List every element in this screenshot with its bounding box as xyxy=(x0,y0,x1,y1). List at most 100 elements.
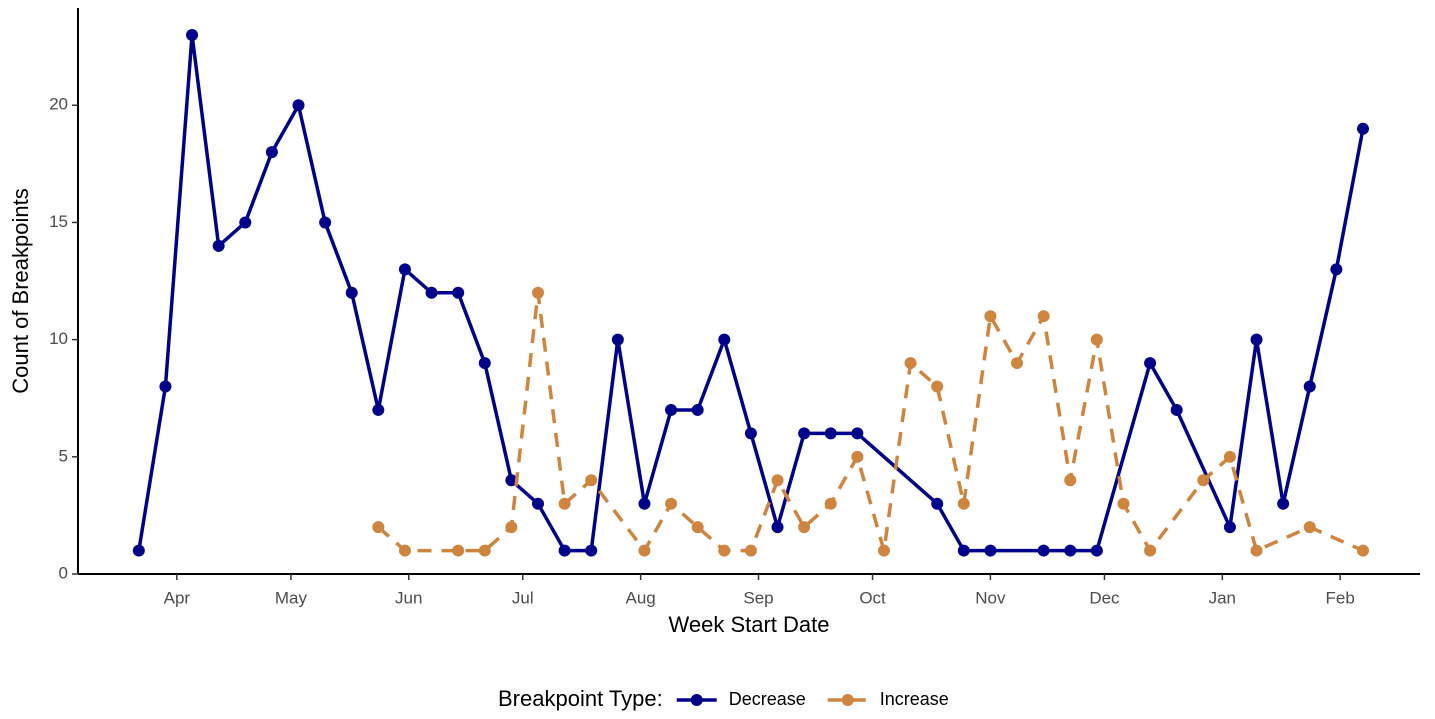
data-point xyxy=(851,450,864,463)
legend-key-point xyxy=(690,694,703,706)
data-point xyxy=(611,333,624,346)
data-point xyxy=(372,521,385,534)
data-point xyxy=(984,310,997,323)
y-axis-title: Count of Breakpoints xyxy=(8,188,33,393)
data-point xyxy=(452,286,465,299)
data-point xyxy=(1090,333,1103,346)
data-point xyxy=(398,263,411,276)
series-line xyxy=(137,33,1365,553)
data-point xyxy=(1064,544,1077,557)
data-point xyxy=(585,544,598,557)
data-point xyxy=(292,99,305,112)
y-tick-label: 20 xyxy=(49,95,68,114)
data-point xyxy=(1223,521,1236,534)
data-point xyxy=(877,544,890,557)
data-point xyxy=(452,544,465,557)
x-tick-label: Sep xyxy=(743,588,773,607)
data-point xyxy=(1356,544,1369,557)
data-point xyxy=(851,427,864,440)
data-point xyxy=(1303,380,1316,393)
data-point xyxy=(425,286,438,299)
data-point xyxy=(372,403,385,416)
data-point xyxy=(532,497,545,510)
data-point xyxy=(638,544,651,557)
data-point xyxy=(132,544,145,557)
data-point xyxy=(585,474,598,487)
y-tick-label: 15 xyxy=(49,212,68,231)
data-point xyxy=(319,216,332,229)
data-point xyxy=(1170,403,1183,416)
data-point xyxy=(186,28,199,41)
data-point xyxy=(718,333,731,346)
legend-label: Increase xyxy=(880,689,949,709)
data-point xyxy=(824,497,837,510)
data-point xyxy=(1144,357,1157,370)
data-point xyxy=(931,380,944,393)
data-point xyxy=(1356,122,1369,135)
data-point xyxy=(957,497,970,510)
data-point xyxy=(798,427,811,440)
legend-label: Decrease xyxy=(729,689,806,709)
data-point xyxy=(904,357,917,370)
x-tick-label: Jun xyxy=(395,588,422,607)
data-point xyxy=(1117,497,1130,510)
x-tick-label: Oct xyxy=(859,588,886,607)
data-point xyxy=(159,380,172,393)
x-tick-label: May xyxy=(275,588,308,607)
data-point xyxy=(638,497,651,510)
data-point xyxy=(957,544,970,557)
data-point xyxy=(771,474,784,487)
data-point xyxy=(239,216,252,229)
legend-title: Breakpoint Type: xyxy=(498,686,663,711)
data-point xyxy=(665,403,678,416)
data-point xyxy=(1250,333,1263,346)
data-point xyxy=(824,427,837,440)
data-point xyxy=(1330,263,1343,276)
data-point xyxy=(1303,521,1316,534)
x-tick-label: Aug xyxy=(626,588,656,607)
data-point xyxy=(505,521,518,534)
data-point xyxy=(1090,544,1103,557)
data-point xyxy=(931,497,944,510)
data-point xyxy=(478,544,491,557)
data-point xyxy=(691,403,704,416)
data-point xyxy=(345,286,358,299)
y-tick-label: 10 xyxy=(49,329,68,348)
x-tick-label: Feb xyxy=(1326,588,1355,607)
x-tick-label: Dec xyxy=(1089,588,1120,607)
data-point xyxy=(771,521,784,534)
series-line xyxy=(377,291,1364,553)
data-point xyxy=(1011,357,1024,370)
x-tick-label: Apr xyxy=(164,588,191,607)
data-point xyxy=(691,521,704,534)
x-tick-label: Jan xyxy=(1209,588,1236,607)
x-tick-label: Jul xyxy=(512,588,534,607)
y-tick-label: 0 xyxy=(59,563,68,582)
data-point xyxy=(212,239,225,252)
data-point xyxy=(798,521,811,534)
data-point xyxy=(1037,544,1050,557)
data-point xyxy=(1064,474,1077,487)
data-point xyxy=(558,497,571,510)
data-point xyxy=(1037,310,1050,323)
data-point xyxy=(532,286,545,299)
data-point xyxy=(718,544,731,557)
data-point xyxy=(265,146,278,159)
data-point xyxy=(744,427,757,440)
data-point xyxy=(665,497,678,510)
data-point xyxy=(1144,544,1157,557)
data-point xyxy=(558,544,571,557)
x-tick-label: Nov xyxy=(975,588,1006,607)
x-axis-title: Week Start Date xyxy=(669,612,830,637)
data-point xyxy=(984,544,997,557)
y-tick-label: 5 xyxy=(59,446,68,465)
data-point xyxy=(505,474,518,487)
data-point xyxy=(1277,497,1290,510)
data-point xyxy=(1197,474,1210,487)
legend-key-point xyxy=(841,694,854,706)
data-point xyxy=(744,544,757,557)
data-point xyxy=(478,357,491,370)
data-point xyxy=(398,544,411,557)
data-point xyxy=(1250,544,1263,557)
